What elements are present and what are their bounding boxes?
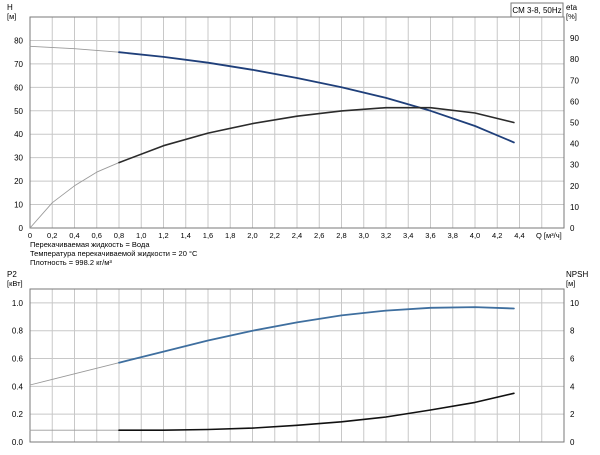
right-tick-label: 0: [570, 224, 575, 233]
left-tick-label: 80: [14, 36, 23, 45]
x-tick-label: 3,4: [403, 231, 413, 240]
series-1-line: [118, 392, 515, 431]
left-tick-label: 70: [14, 60, 23, 69]
left-axis-label: P2: [7, 270, 17, 279]
right-tick-label: 4: [570, 382, 575, 391]
x-tick-label: 0: [28, 231, 32, 240]
right-tick-label: 10: [570, 203, 579, 212]
x-tick-label: 1,0: [136, 231, 146, 240]
left-tick-label: 50: [14, 107, 23, 116]
note-text: Температура перекачиваемой жидкости = 20…: [30, 249, 198, 258]
x-tick-label: 2,8: [336, 231, 346, 240]
x-tick-label: 0,2: [47, 231, 57, 240]
x-tick-label: 4,0: [470, 231, 480, 240]
series-0-line: [118, 51, 515, 144]
left-tick-label: 60: [14, 83, 23, 92]
left-tick-label: 0.8: [12, 327, 24, 336]
left-tick-label: 20: [14, 177, 23, 186]
left-tick-label: 10: [14, 201, 23, 210]
right-tick-label: 2: [570, 410, 575, 419]
right-tick-label: 40: [570, 140, 579, 149]
left-tick-label: 0.6: [12, 355, 24, 364]
right-tick-label: 60: [570, 97, 579, 106]
right-tick-label: 30: [570, 161, 579, 170]
right-tick-label: 8: [570, 327, 575, 336]
left-tick-label: 30: [14, 154, 23, 163]
series-0-line: [118, 306, 515, 364]
x-tick-label: 1,4: [181, 231, 191, 240]
plot-frame: [29, 288, 565, 443]
title-box: [510, 2, 564, 18]
right-tick-label: 50: [570, 119, 579, 128]
right-axis-unit: [%]: [566, 12, 577, 21]
left-tick-label: 1.0: [12, 299, 24, 308]
x-tick-label: 4,4: [514, 231, 524, 240]
left-axis-label: H: [7, 3, 13, 12]
x-tick-label: 1,8: [225, 231, 235, 240]
x-tick-label: 2,6: [314, 231, 324, 240]
right-tick-label: 90: [570, 34, 579, 43]
right-tick-label: 20: [570, 182, 579, 191]
x-tick-label: 0,6: [92, 231, 102, 240]
x-tick-label: 4,2: [492, 231, 502, 240]
series-1-line: [118, 106, 515, 164]
right-tick-label: 70: [570, 76, 579, 85]
left-tick-label: 40: [14, 130, 23, 139]
series-1-extrapolated-line: [29, 162, 120, 229]
x-tick-label: 2,4: [292, 231, 302, 240]
left-tick-label: 0: [19, 224, 24, 233]
right-tick-label: 6: [570, 355, 575, 364]
note-text: Перекачиваемая жидкость = Вода: [30, 240, 150, 249]
right-axis-label: NPSH: [566, 270, 588, 279]
left-axis-unit: [м]: [7, 12, 16, 21]
x-axis-label: Q [м³/ч]: [536, 231, 562, 240]
left-tick-label: 0.4: [12, 382, 24, 391]
x-tick-label: 2,2: [270, 231, 280, 240]
plot-frame: [29, 16, 565, 229]
x-tick-label: 3,0: [359, 231, 369, 240]
x-tick-label: 1,6: [203, 231, 213, 240]
right-axis-unit: [м]: [566, 279, 575, 288]
right-tick-label: 10: [570, 299, 579, 308]
right-axis-label: eta: [566, 3, 578, 12]
right-tick-label: 80: [570, 55, 579, 64]
x-tick-label: 0,4: [69, 231, 79, 240]
x-tick-label: 3,8: [448, 231, 458, 240]
left-axis-unit: [кВт]: [7, 279, 23, 288]
x-tick-label: 0,8: [114, 231, 124, 240]
series-0-extrapolated-line: [29, 362, 120, 386]
note-text: Плотность = 998.2 кг/м³: [30, 258, 112, 267]
x-tick-label: 1,2: [158, 231, 168, 240]
left-tick-label: 0.2: [12, 410, 24, 419]
x-tick-label: 2,0: [247, 231, 257, 240]
x-tick-label: 3,2: [381, 231, 391, 240]
left-tick-label: 0.0: [12, 438, 24, 447]
x-tick-label: 3,6: [425, 231, 435, 240]
chart-title: CM 3-8, 50Hz: [512, 6, 561, 15]
right-tick-label: 0: [570, 438, 575, 447]
series-0-extrapolated-line: [29, 45, 120, 53]
